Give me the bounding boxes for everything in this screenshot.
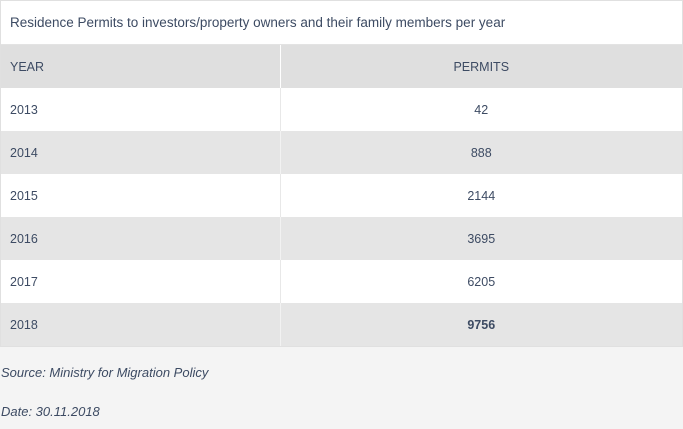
table-row: 2017 6205 [1, 260, 682, 303]
data-table-container: Residence Permits to investors/property … [0, 0, 683, 347]
cell-year: 2014 [1, 131, 281, 174]
table-header-row: YEAR PERMITS [1, 45, 682, 88]
source-note: Source: Ministry for Migration Policy [1, 365, 209, 380]
cell-year: 2017 [1, 260, 281, 303]
cell-permits: 888 [280, 131, 682, 174]
cell-permits: 6205 [280, 260, 682, 303]
column-header-permits: PERMITS [280, 45, 682, 88]
cell-permits: 42 [280, 88, 682, 131]
table-row: 2015 2144 [1, 174, 682, 217]
table-caption: Residence Permits to investors/property … [1, 1, 682, 45]
column-header-year: YEAR [1, 45, 281, 88]
cell-year: 2015 [1, 174, 281, 217]
date-note: Date: 30.11.2018 [1, 404, 100, 419]
cell-year: 2018 [1, 303, 281, 346]
permits-table: YEAR PERMITS 2013 42 2014 888 2015 2144 2016 36… [1, 45, 682, 346]
cell-permits: 9756 [280, 303, 682, 346]
cell-permits: 2144 [280, 174, 682, 217]
table-row: 2014 888 [1, 131, 682, 174]
cell-year: 2016 [1, 217, 281, 260]
table-row: 2018 9756 [1, 303, 682, 346]
cell-year: 2013 [1, 88, 281, 131]
table-row: 2013 42 [1, 88, 682, 131]
table-body: 2013 42 2014 888 2015 2144 2016 3695 2017 6205 201… [1, 88, 682, 346]
table-row: 2016 3695 [1, 217, 682, 260]
cell-permits: 3695 [280, 217, 682, 260]
